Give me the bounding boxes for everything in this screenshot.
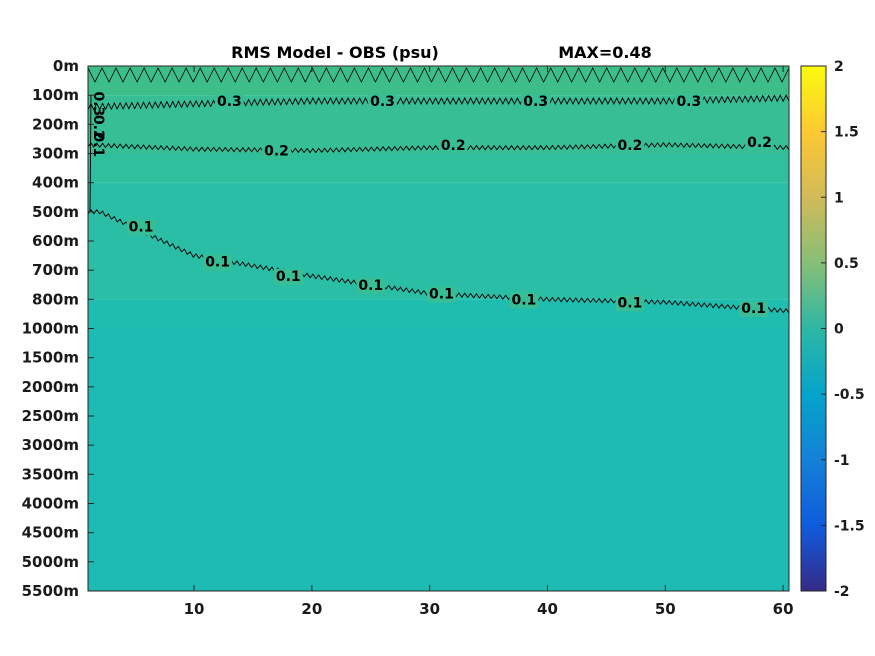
contour-label: 0.3 (523, 94, 548, 110)
field-band-4 (88, 299, 789, 329)
contour-label: 0.1 (429, 287, 454, 303)
left-edge-contour-labels: 0.30.20.1 (90, 92, 106, 158)
y-tick-label: 400m (32, 174, 79, 192)
x-tick-label: 40 (537, 600, 558, 618)
colorbar-tick-label: -1.5 (834, 518, 865, 534)
contour-label: 0.2 (441, 138, 466, 154)
contour-label: 0.3 (217, 94, 242, 110)
contour-label-bg (674, 94, 704, 110)
field-band-5 (88, 328, 789, 591)
contour-label-bg (368, 94, 397, 110)
plot-area: 0.3 0.3 0.3 0.30.2 0.2 0.2 0.20.10.10.10.10.1 0… (88, 66, 789, 591)
y-tick-label: 3000m (22, 436, 79, 454)
y-tick-label: 700m (32, 261, 79, 279)
contour-label: 0.3 (676, 94, 701, 110)
contour-label-bg (509, 292, 539, 309)
chart-title: RMS Model - OBS (psu) (231, 43, 439, 62)
contour-label: 0.1 (512, 292, 537, 308)
y-tick-label: 1000m (22, 320, 79, 338)
y-tick-label: 0m (53, 57, 79, 75)
contour-label-bg (273, 269, 303, 285)
edge-contour-label: 0.1 (90, 132, 106, 157)
field-band-2 (88, 153, 789, 183)
x-tick-label: 50 (655, 600, 676, 618)
colorbar-tick-label: 1.5 (834, 125, 859, 141)
y-tick-label: 100m (32, 86, 79, 104)
x-tick-label: 60 (773, 600, 794, 618)
y-tick-label: 800m (32, 290, 79, 308)
y-tick-label: 500m (32, 203, 79, 221)
contour-label: 0.1 (358, 278, 383, 294)
contour-label: 0.1 (129, 219, 154, 235)
y-tick-label: 2000m (22, 378, 79, 396)
x-tick-label: 10 (184, 600, 205, 618)
contour-labels: 0.3 0.3 0.3 0.3 0.2 0.2 0.2 0.2 0.1 0.1 0.1 0.1 0.1 0… (126, 94, 774, 318)
edge-contour-label: 0.2 (90, 115, 106, 140)
contour-label: 0.1 (741, 301, 766, 317)
contour-label: 0.1 (276, 269, 301, 285)
contour-label: 0.2 (747, 135, 772, 151)
contour-label-bg (126, 219, 156, 236)
y-tick-label: 3500m (22, 465, 79, 483)
contour-label-bg (521, 94, 551, 110)
colorbar-tick-label: 2 (834, 59, 844, 75)
contour-label-bg (615, 295, 645, 312)
colorbar-tick-label: 0 (834, 322, 844, 338)
contour-label-bg (356, 277, 386, 294)
contour-label: 0.1 (618, 295, 643, 311)
colorbar-tick-label: 0.5 (834, 256, 859, 272)
contour-label-bg (745, 134, 774, 151)
x-axis: 10 20 30 40 50 60 (184, 66, 794, 618)
x-tick-label: 20 (301, 600, 322, 618)
contour-label-bg (262, 143, 291, 160)
contour-line-0.3 (88, 94, 789, 111)
y-tick-label: 300m (32, 145, 79, 163)
colorbar: 2 1.5 1 0.5 0 -0.5 -1 -1.5 -2 (800, 59, 865, 600)
colorbar-tick-label: 1 (834, 190, 844, 206)
contour-label-bg (438, 137, 468, 154)
y-tick-label: 4000m (22, 495, 79, 513)
contour-label: 0.2 (618, 138, 643, 154)
y-tick-label: 5000m (22, 553, 79, 571)
colorbar-tick-label: -2 (834, 584, 850, 600)
colorbar-tick-label: -0.5 (834, 387, 865, 403)
surface-contour (88, 67, 789, 83)
contour-label: 0.1 (205, 254, 230, 270)
contour-label-bg (427, 286, 456, 303)
contour-label-bg (615, 137, 645, 154)
x-tick-label: 30 (419, 600, 440, 618)
y-tick-label: 600m (32, 232, 79, 250)
edge-contour-label: 0.3 (90, 92, 106, 117)
contour-label-bg (203, 254, 233, 271)
contour-line-0.2 (88, 142, 789, 154)
field-band-0 (88, 66, 789, 96)
y-tick-label: 200m (32, 115, 79, 133)
contour-label: 0.3 (370, 94, 395, 110)
heatmap-field (88, 66, 789, 591)
contour-label-bg (214, 94, 244, 110)
colorbar-tick-label: -1 (834, 453, 850, 469)
y-tick-label: 5500m (22, 582, 79, 600)
y-axis: 0m 100m 200m 300m 400m 500m 600m 700m 800m 1000m 1… (22, 57, 94, 600)
field-band-3 (88, 182, 789, 300)
y-tick-label: 2500m (22, 407, 79, 425)
colorbar-ticks: 2 1.5 1 0.5 0 -0.5 -1 -1.5 -2 (821, 59, 865, 600)
y-tick-label: 1500m (22, 349, 79, 367)
max-value-annotation: MAX=0.48 (558, 43, 652, 62)
contour-label-bg (739, 301, 769, 318)
contour-label: 0.2 (264, 144, 289, 160)
y-tick-label: 4500m (22, 524, 79, 542)
